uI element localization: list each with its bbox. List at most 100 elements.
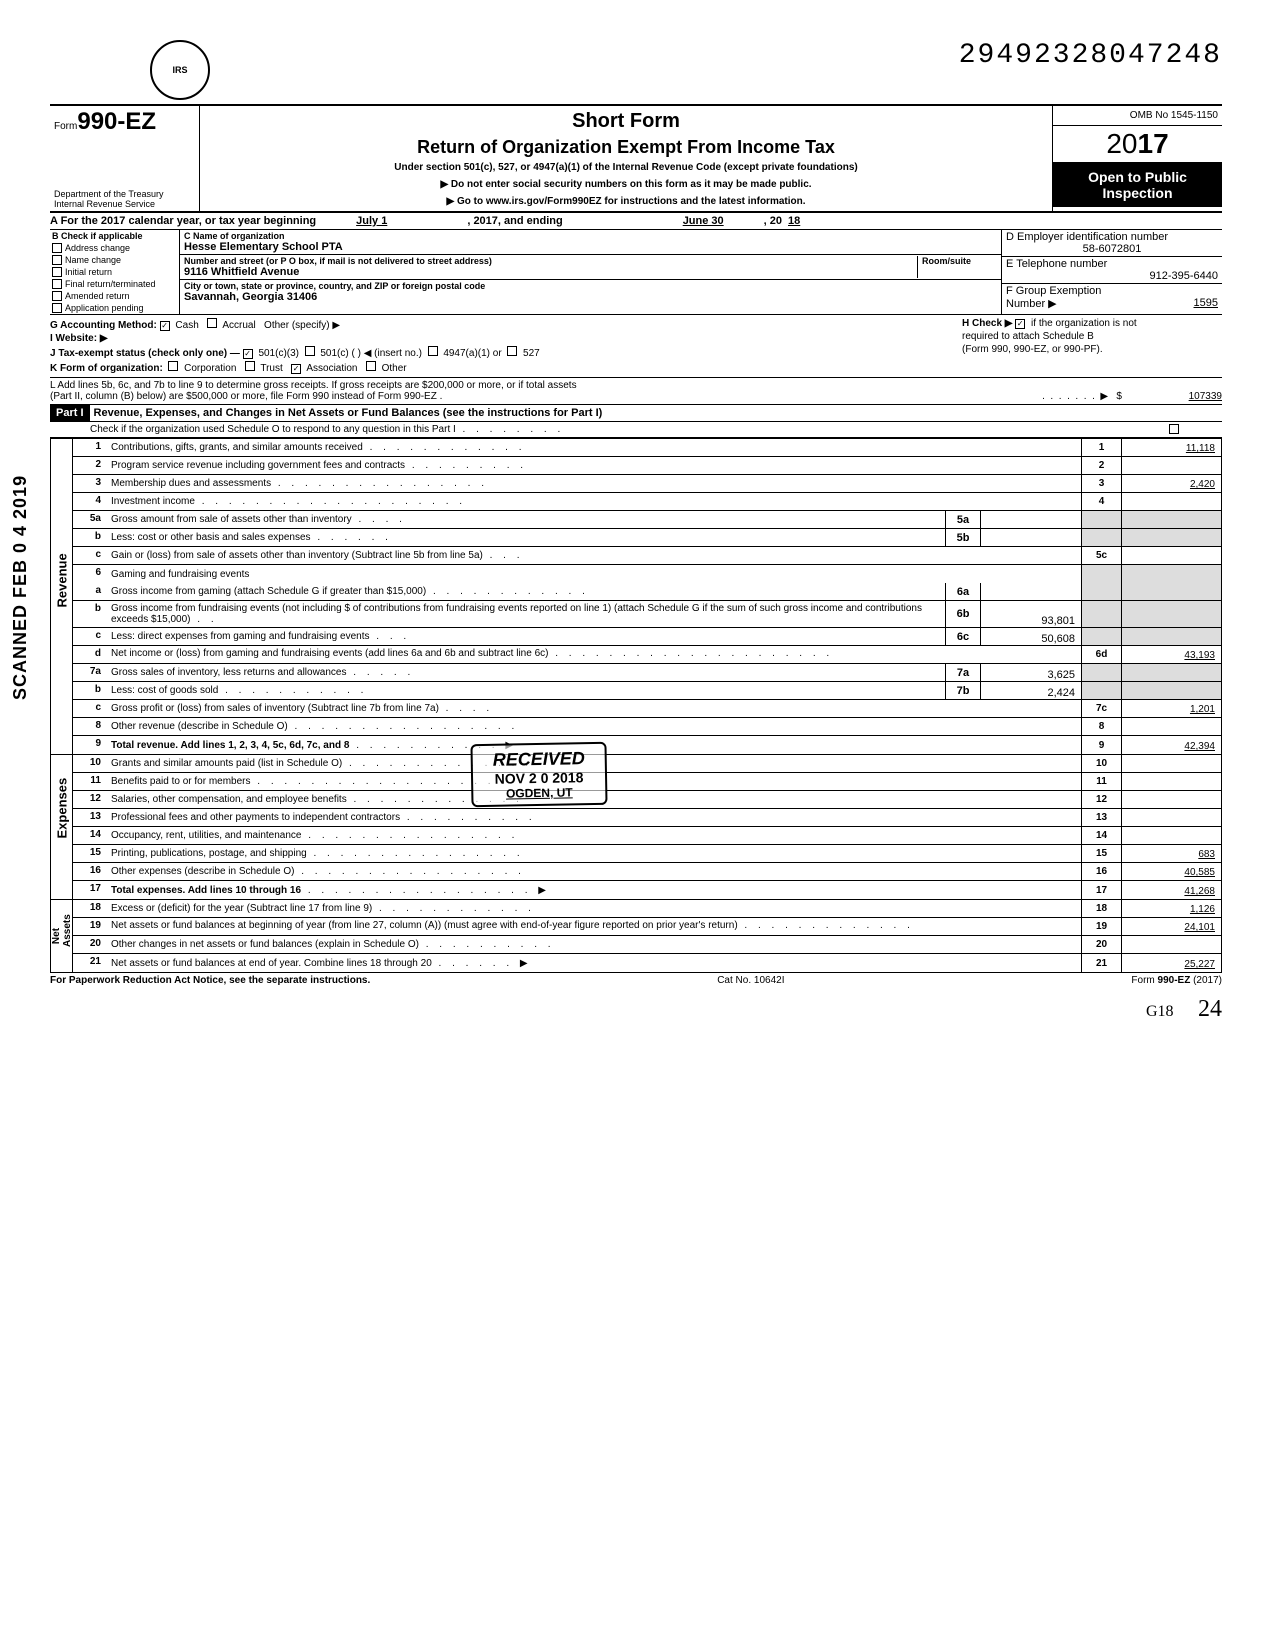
checkbox-icon[interactable] [168, 361, 178, 371]
ln-num: 16 [73, 863, 107, 880]
part1-header: Part I Revenue, Expenses, and Changes in… [50, 405, 1222, 422]
netassets-section: Net Assets 18Excess or (deficit) for the… [50, 900, 1222, 973]
shaded-box [1081, 664, 1121, 681]
acct-label: G Accounting Method: [50, 320, 157, 331]
line-1: 1 Contributions, gifts, grants, and simil… [73, 439, 1221, 457]
checkbox-icon[interactable] [366, 361, 376, 371]
ln-num: b [73, 529, 107, 546]
row-g-block: G Accounting Method: ✓ Cash Accrual Othe… [50, 315, 1222, 378]
ln-val: 42,394 [1121, 736, 1221, 754]
k2-label: Trust [260, 363, 282, 374]
ln-num: 2 [73, 457, 107, 474]
line-4: 4Investment income . . . . . . . . . . .… [73, 493, 1221, 511]
check-address[interactable]: Address change [50, 242, 179, 254]
line-17: 17Total expenses. Add lines 10 through 1… [73, 881, 1221, 899]
check-label: Address change [65, 243, 130, 253]
ln-box: 7c [1081, 700, 1121, 717]
check-amended[interactable]: Amended return [50, 290, 179, 302]
sub-text2b: ▶ Go to www.irs.gov/Form990EZ for instru… [210, 196, 1042, 207]
ln-text: Professional fees and other payments to … [111, 812, 400, 823]
form-org-row: K Form of organization: Corporation Trus… [50, 360, 962, 375]
ln-val [1121, 755, 1221, 772]
ln-box: 18 [1081, 900, 1121, 917]
checkbox-icon[interactable] [305, 346, 315, 356]
checkbox-icon[interactable] [207, 318, 217, 328]
ln-box: 2 [1081, 457, 1121, 474]
received-date: NOV 2 0 2018 [493, 769, 585, 787]
row-bcd: B Check if applicable Address change Nam… [50, 230, 1222, 315]
ln-val [1121, 827, 1221, 844]
row-a-begin: July 1 [356, 215, 387, 227]
ln-text: Less: direct expenses from gaming and fu… [111, 631, 369, 642]
ln-val [1121, 457, 1221, 474]
check-initial[interactable]: Initial return [50, 266, 179, 278]
row-l-val: 107339 [1122, 391, 1222, 402]
shaded-box [1081, 511, 1121, 528]
j-label: J Tax-exempt status (check only one) — [50, 348, 240, 359]
ln-num: 1 [73, 439, 107, 456]
part1-title: Revenue, Expenses, and Changes in Net As… [90, 405, 607, 421]
checkbox-icon[interactable] [1169, 424, 1179, 434]
shaded-val [1121, 529, 1221, 546]
ln-box: 19 [1081, 918, 1121, 935]
header-right: OMB No 1545-1150 2017 Open to Public Ins… [1052, 106, 1222, 211]
checkbox-icon[interactable] [52, 267, 62, 277]
ln-inner-val: 50,608 [981, 628, 1081, 645]
form-no-val: 990-EZ [77, 108, 156, 135]
line-19: 19Net assets or fund balances at beginni… [73, 918, 1221, 936]
check-pending[interactable]: Application pending [50, 302, 179, 314]
street-label: Number and street (or P O box, if mail i… [184, 256, 917, 266]
ln-inner-val: 3,625 [981, 664, 1081, 681]
line-5b: bLess: cost or other basis and sales exp… [73, 529, 1221, 547]
dln-number: 29492328047248 [959, 40, 1222, 71]
checkbox-icon[interactable]: ✓ [291, 364, 301, 374]
ln-num: 18 [73, 900, 107, 917]
checkbox-icon[interactable] [52, 243, 62, 253]
line-13: 13Professional fees and other payments t… [73, 809, 1221, 827]
scanned-stamp: SCANNED FEB 0 4 2019 [10, 475, 31, 700]
ln-num: 21 [73, 954, 107, 972]
checkbox-icon[interactable] [52, 255, 62, 265]
line-3: 3Membership dues and assessments . . . .… [73, 475, 1221, 493]
checkbox-icon[interactable]: ✓ [160, 321, 170, 331]
checkbox-icon[interactable] [52, 291, 62, 301]
j2b-label: ) ◀ (insert no.) [358, 348, 422, 359]
checkbox-icon[interactable] [245, 361, 255, 371]
ln-box: 6d [1081, 646, 1121, 663]
checkbox-icon[interactable]: ✓ [243, 349, 253, 359]
j2-label: 501(c) ( [320, 348, 354, 359]
other-label: Other (specify) ▶ [264, 320, 340, 331]
header-left: Form990-EZ Department of the Treasury In… [50, 106, 200, 211]
grp-block: F Group Exemption Number ▶1595 [1002, 284, 1222, 311]
ln-inner-box: 6a [945, 583, 981, 600]
shaded-box [1081, 529, 1121, 546]
checkbox-icon[interactable] [52, 279, 62, 289]
check-label: Name change [65, 255, 121, 265]
netassets-side-label: Net Assets [51, 900, 73, 972]
org-name-label: C Name of organization [184, 231, 997, 241]
checkbox-icon[interactable] [428, 346, 438, 356]
ln-val: 1,126 [1121, 900, 1221, 917]
checkbox-icon[interactable] [507, 346, 517, 356]
ln-val [1121, 791, 1221, 808]
check-name[interactable]: Name change [50, 254, 179, 266]
check-final[interactable]: Final return/terminated [50, 278, 179, 290]
ln-text: Contributions, gifts, grants, and simila… [111, 442, 363, 453]
checkbox-icon[interactable]: ✓ [1015, 319, 1025, 329]
ln-num: c [73, 547, 107, 564]
org-name: Hesse Elementary School PTA [184, 241, 997, 253]
line-7a: 7aGross sales of inventory, less returns… [73, 664, 1221, 682]
ln-text: Total expenses. Add lines 10 through 16 [111, 885, 301, 896]
h4-label: (Form 990, 990-EZ, or 990-PF). [962, 343, 1222, 356]
city-val: Savannah, Georgia 31406 [184, 291, 997, 303]
ln-val: 43,193 [1121, 646, 1221, 663]
line-5c: cGain or (loss) from sale of assets othe… [73, 547, 1221, 565]
checkbox-icon[interactable] [52, 303, 62, 313]
ln-inner-box: 6c [945, 628, 981, 645]
ln-val [1121, 493, 1221, 510]
ln-num: c [73, 700, 107, 717]
tel-val: 912-395-6440 [1006, 270, 1218, 282]
ln-inner-val [981, 583, 1081, 600]
line-5a: 5aGross amount from sale of assets other… [73, 511, 1221, 529]
tax-year: 2017 [1053, 126, 1222, 163]
